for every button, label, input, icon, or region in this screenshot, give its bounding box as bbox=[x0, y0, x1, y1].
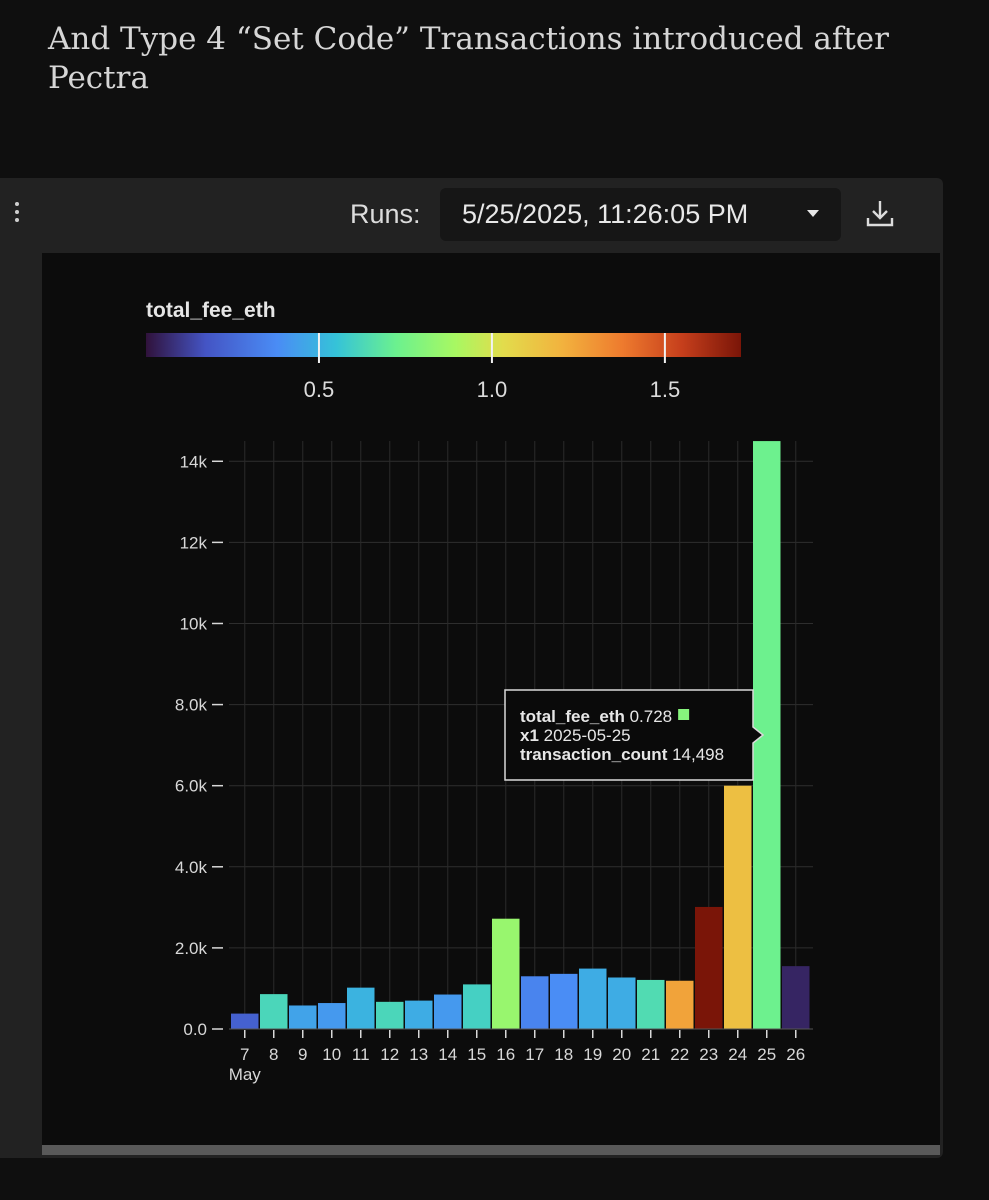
y-tick-label: 14k bbox=[180, 452, 208, 471]
tooltip-value: 2025-05-25 bbox=[544, 726, 631, 745]
bar-13[interactable] bbox=[405, 1000, 433, 1029]
x-tick-label: 12 bbox=[380, 1045, 399, 1064]
x-tick-label: 17 bbox=[525, 1045, 544, 1064]
page-heading: And Type 4 “Set Code” Transactions intro… bbox=[48, 21, 889, 96]
bar-26[interactable] bbox=[782, 966, 810, 1029]
x-tick-label: 9 bbox=[298, 1045, 307, 1064]
tooltip-key: x1 bbox=[520, 726, 544, 745]
bar-16[interactable] bbox=[492, 918, 520, 1029]
runs-select-value: 5/25/2025, 11:26:05 PM bbox=[462, 199, 749, 229]
x-tick-label: 21 bbox=[641, 1045, 660, 1064]
x-tick-label: 15 bbox=[467, 1045, 486, 1064]
bar-11[interactable] bbox=[347, 987, 375, 1029]
x-tick-label: 11 bbox=[352, 1045, 370, 1064]
tooltip-value: 0.728 bbox=[630, 707, 673, 726]
bar-15[interactable] bbox=[463, 984, 491, 1029]
x-tick-label: 8 bbox=[269, 1045, 278, 1064]
chevron-down-icon bbox=[807, 210, 819, 217]
bar-20[interactable] bbox=[608, 977, 636, 1029]
bar-10[interactable] bbox=[318, 1003, 346, 1029]
x-tick-label: 19 bbox=[583, 1045, 602, 1064]
bar-7[interactable] bbox=[231, 1013, 259, 1029]
x-tick-label: 20 bbox=[612, 1045, 631, 1064]
tooltip-row: total_fee_eth 0.728 bbox=[520, 707, 672, 726]
bar-14[interactable] bbox=[434, 994, 462, 1029]
x-tick-label: 14 bbox=[438, 1045, 457, 1064]
chart-plot-area: total_fee_eth 0.5 1.0 1.5 0.0 2.0k 4.0k 6.0k 8… bbox=[42, 253, 940, 1145]
tooltip-key: transaction_count bbox=[520, 745, 672, 764]
y-tick-label: 4.0k bbox=[175, 858, 208, 877]
colorbar bbox=[146, 333, 741, 357]
bar-22[interactable] bbox=[666, 980, 694, 1029]
y-tick-label: 8.0k bbox=[175, 696, 208, 715]
bar-9[interactable] bbox=[289, 1005, 317, 1029]
colorbar-title: total_fee_eth bbox=[146, 299, 276, 322]
x-month-label: May bbox=[229, 1065, 262, 1084]
tooltip-row: transaction_count 14,498 bbox=[520, 745, 724, 764]
bar-19[interactable] bbox=[579, 968, 607, 1029]
bar-8[interactable] bbox=[260, 994, 288, 1029]
x-tick-label: 16 bbox=[496, 1045, 515, 1064]
x-tick-label: 7 bbox=[240, 1045, 249, 1064]
download-icon[interactable] bbox=[862, 193, 898, 233]
bar-chart[interactable]: total_fee_eth 0.5 1.0 1.5 0.0 2.0k 4.0k 6.0k 8… bbox=[42, 253, 940, 1145]
runs-label: Runs: bbox=[350, 199, 421, 229]
bar-17[interactable] bbox=[521, 976, 549, 1029]
tooltip-color-marker bbox=[678, 709, 690, 720]
vertical-ellipsis-icon[interactable] bbox=[8, 200, 26, 224]
colorbar-tick-label: 1.5 bbox=[650, 377, 681, 402]
runs-select[interactable]: 5/25/2025, 11:26:05 PM bbox=[440, 188, 841, 241]
y-tick-label: 12k bbox=[180, 533, 208, 552]
tooltip-box bbox=[504, 689, 765, 781]
bar-23[interactable] bbox=[695, 906, 723, 1029]
x-tick-label: 23 bbox=[699, 1045, 718, 1064]
x-tick-label: 13 bbox=[409, 1045, 428, 1064]
x-tick-label: 25 bbox=[757, 1045, 776, 1064]
y-tick-label: 10k bbox=[180, 614, 208, 633]
tooltip-row: x1 2025-05-25 bbox=[520, 726, 631, 745]
x-tick-label: 22 bbox=[670, 1045, 689, 1064]
bar-21[interactable] bbox=[637, 979, 665, 1029]
bar-12[interactable] bbox=[376, 1001, 404, 1029]
tooltip-key: total_fee_eth bbox=[520, 707, 630, 726]
x-tick-label: 24 bbox=[728, 1045, 747, 1064]
x-tick-label: 10 bbox=[322, 1045, 341, 1064]
tooltip-value: 14,498 bbox=[672, 745, 724, 764]
bar-18[interactable] bbox=[550, 973, 578, 1029]
horizontal-scrollbar[interactable] bbox=[42, 1145, 940, 1155]
x-tick-label: 18 bbox=[554, 1045, 573, 1064]
y-tick-label: 0.0 bbox=[183, 1020, 207, 1039]
y-tick-label: 2.0k bbox=[175, 939, 208, 958]
colorbar-tick-label: 0.5 bbox=[304, 377, 335, 402]
colorbar-tick-label: 1.0 bbox=[477, 377, 508, 402]
x-tick-label: 26 bbox=[786, 1045, 805, 1064]
bar-24[interactable] bbox=[724, 785, 752, 1029]
y-tick-label: 6.0k bbox=[175, 777, 208, 796]
